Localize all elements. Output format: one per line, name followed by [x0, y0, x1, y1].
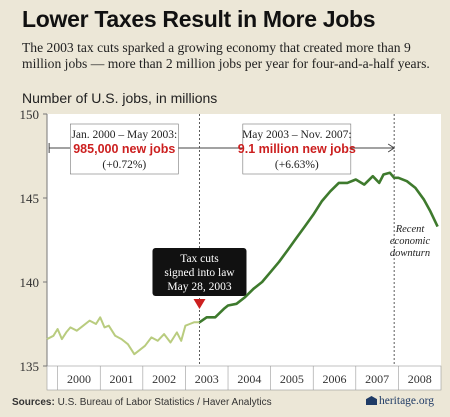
series-line-1	[46, 316, 200, 356]
x-axis-band	[46, 365, 442, 391]
house-icon	[366, 396, 377, 405]
x-tick-label: 2002	[152, 372, 176, 386]
series-line-2	[198, 171, 439, 324]
downturn-label: downturn	[390, 248, 430, 259]
source-note: Sources: U.S. Bureau of Labor Statistics…	[12, 397, 272, 408]
period2-range: May 2003 – Nov. 2007:	[242, 129, 351, 141]
x-tick-label: 2006	[323, 372, 347, 386]
tax-cut-marker-icon	[193, 299, 206, 309]
period1-value: 985,000 new jobs	[73, 142, 175, 156]
logo-text: heritage.org	[379, 395, 435, 407]
period1-box	[70, 123, 179, 175]
y-tick-label: 140	[20, 275, 40, 290]
y-tick-label: 145	[20, 191, 40, 206]
period1-pct: (+0.72%)	[102, 159, 146, 171]
period1-range: Jan. 2000 – May 2003:	[71, 129, 177, 141]
x-tick-label: 2008	[408, 372, 432, 386]
tax-cut-callout	[152, 248, 247, 296]
period2-box	[242, 123, 352, 175]
y-tick-label: 150	[20, 107, 40, 122]
chart-title: Lower Taxes Result in More Jobs	[22, 6, 376, 32]
span-arrow	[387, 143, 396, 153]
period2-pct: (+6.63%)	[275, 159, 319, 171]
x-tick-label: 2000	[67, 372, 91, 386]
tax-cut-line: May 28, 2003	[167, 281, 231, 293]
source-text: U.S. Bureau of Labor Statistics / Haver …	[57, 397, 272, 408]
x-tick-label: 2003	[195, 372, 219, 386]
x-tick-label: 2005	[280, 372, 304, 386]
downturn-label: economic	[390, 236, 431, 247]
source-label: Sources:	[12, 397, 55, 408]
y-tick-label: 135	[20, 359, 40, 374]
downturn-label: Recent	[395, 224, 426, 235]
x-tick-label: 2007	[365, 372, 389, 386]
y-axis-label: Number of U.S. jobs, in millions	[22, 90, 218, 106]
period2-value: 9.1 million new jobs	[238, 142, 356, 156]
heritage-logo[interactable]: heritage.org	[366, 395, 434, 407]
x-tick-label: 2001	[110, 372, 134, 386]
tax-cut-line: Tax cuts	[180, 253, 219, 265]
tax-cut-line: signed into law	[164, 267, 235, 279]
chart-subtitle: The 2003 tax cuts sparked a growing econ…	[22, 40, 430, 71]
x-tick-label: 2004	[237, 372, 261, 386]
